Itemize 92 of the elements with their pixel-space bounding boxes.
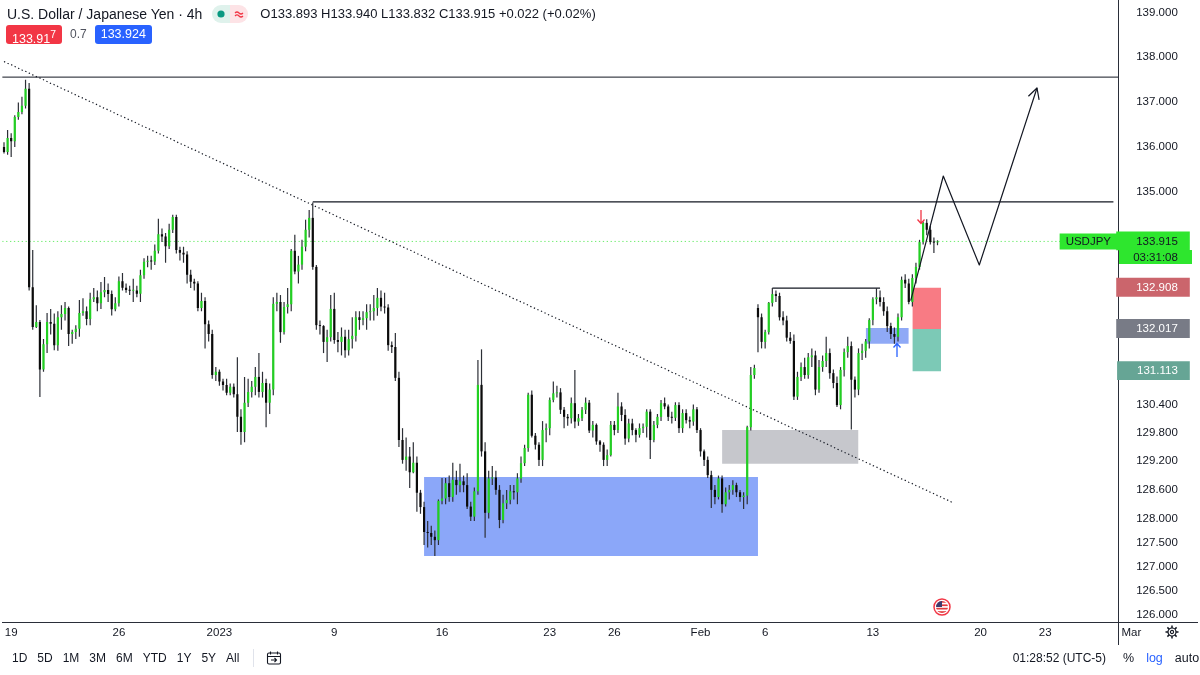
candlestick <box>81 298 85 316</box>
candlestick <box>257 353 261 398</box>
candlestick <box>60 305 63 330</box>
x-tick-label: 6 <box>761 626 769 639</box>
candlestick <box>857 348 860 396</box>
candlestick <box>203 297 207 349</box>
text: 5Y <box>201 651 217 665</box>
candlestick <box>340 327 343 356</box>
candlestick <box>875 288 878 305</box>
x-tick-label: 16 <box>435 626 449 639</box>
candlestick <box>239 409 243 445</box>
candlestick <box>261 371 264 398</box>
candlestick <box>63 301 67 321</box>
text: U.S. Dollar / Japanese Yen · 4h <box>7 5 203 23</box>
candlestick <box>358 311 361 330</box>
candlestick <box>735 482 738 498</box>
y-tick-label: 129.200 <box>1136 454 1178 467</box>
candlestick <box>541 421 544 467</box>
candlestick <box>99 282 103 309</box>
y-tick-label: 127.500 <box>1136 535 1178 548</box>
candlestick <box>121 272 124 291</box>
x-tick-label: 13 <box>866 626 880 639</box>
text: auto <box>1174 651 1200 665</box>
text: O133.893 H133.940 L133.832 C133.915 +0.022 (+0.02%) <box>260 5 596 23</box>
candlestick <box>265 378 268 428</box>
candlestick <box>279 295 282 343</box>
x-tick-label: 9 <box>331 626 338 639</box>
candlestick <box>480 349 483 457</box>
candlestick <box>160 228 164 243</box>
text: 1M <box>62 651 80 665</box>
candlestick <box>555 385 559 398</box>
candlestick <box>336 332 339 353</box>
x-tick-label: 20 <box>974 626 987 639</box>
y-tick-label: 130.400 <box>1136 397 1178 410</box>
candlestick <box>379 290 383 312</box>
y-tick-label: 132.017 <box>1136 322 1178 335</box>
x-tick-label: 23 <box>543 626 557 639</box>
candlestick <box>738 489 742 502</box>
text: 01:28:52 (UTC-5) <box>1012 651 1106 665</box>
candlestick <box>717 475 720 500</box>
text: YTD <box>142 651 167 665</box>
candlestick <box>634 428 637 443</box>
candlestick <box>878 290 882 307</box>
annotation: 133.924 <box>94 25 152 44</box>
x-tick-label: 2023 <box>206 626 233 639</box>
x-tick-label: 23 <box>1038 626 1052 639</box>
candlestick <box>200 292 203 312</box>
y-tick-label: 132.908 <box>1136 280 1178 293</box>
x-tick-label: Feb <box>690 626 711 639</box>
candlestick <box>839 367 842 410</box>
y-tick-label: 129.800 <box>1136 426 1178 439</box>
x-tick-label: Mar <box>1121 626 1142 639</box>
candlestick <box>178 246 182 261</box>
text: 6M <box>116 651 133 665</box>
candlestick <box>458 463 462 493</box>
y-tick-label: 133.915 <box>1136 234 1178 247</box>
y-tick-label: 131.113 <box>1137 364 1178 377</box>
candlestick <box>361 311 365 326</box>
x-tick-label: 26 <box>607 626 621 639</box>
y-tick-label: 127.000 <box>1136 559 1178 572</box>
annotation: 133.91$^{7}$ <box>6 25 63 47</box>
y-tick-label: 138.000 <box>1136 50 1178 63</box>
y-tick-label: 126.500 <box>1136 584 1178 597</box>
candlestick <box>638 423 641 438</box>
candlestick <box>932 237 936 254</box>
x-tick-label: 26 <box>112 626 126 639</box>
text: 1D <box>12 651 28 665</box>
y-tick-label: 126.000 <box>1136 608 1178 621</box>
candlestick <box>462 475 465 493</box>
candlestick <box>756 304 760 353</box>
annotation: 03:31:08 <box>1133 250 1178 263</box>
x-tick-label: 19 <box>4 626 18 639</box>
text: All <box>226 651 240 665</box>
candlestick <box>778 292 781 321</box>
text: % <box>1123 651 1135 665</box>
y-tick-label: 139.000 <box>1136 5 1178 18</box>
ref-line-label: USDJPY <box>1065 235 1112 248</box>
y-tick-label: 136.000 <box>1136 139 1178 152</box>
y-tick-label: 137.000 <box>1136 94 1178 107</box>
candlestick <box>620 402 623 422</box>
y-tick-label: 128.000 <box>1136 511 1178 524</box>
text: 1Y <box>176 651 192 665</box>
candlestick <box>853 376 857 398</box>
text: 5D <box>37 651 53 665</box>
candlestick <box>498 485 501 529</box>
text: log <box>1146 651 1163 665</box>
y-tick-label: 135.000 <box>1136 185 1178 198</box>
candlestick <box>164 232 167 263</box>
candlestick <box>243 376 246 443</box>
text: 3M <box>89 651 107 665</box>
annotation: 0.7 <box>70 26 87 43</box>
y-tick-label: 128.600 <box>1136 483 1178 496</box>
